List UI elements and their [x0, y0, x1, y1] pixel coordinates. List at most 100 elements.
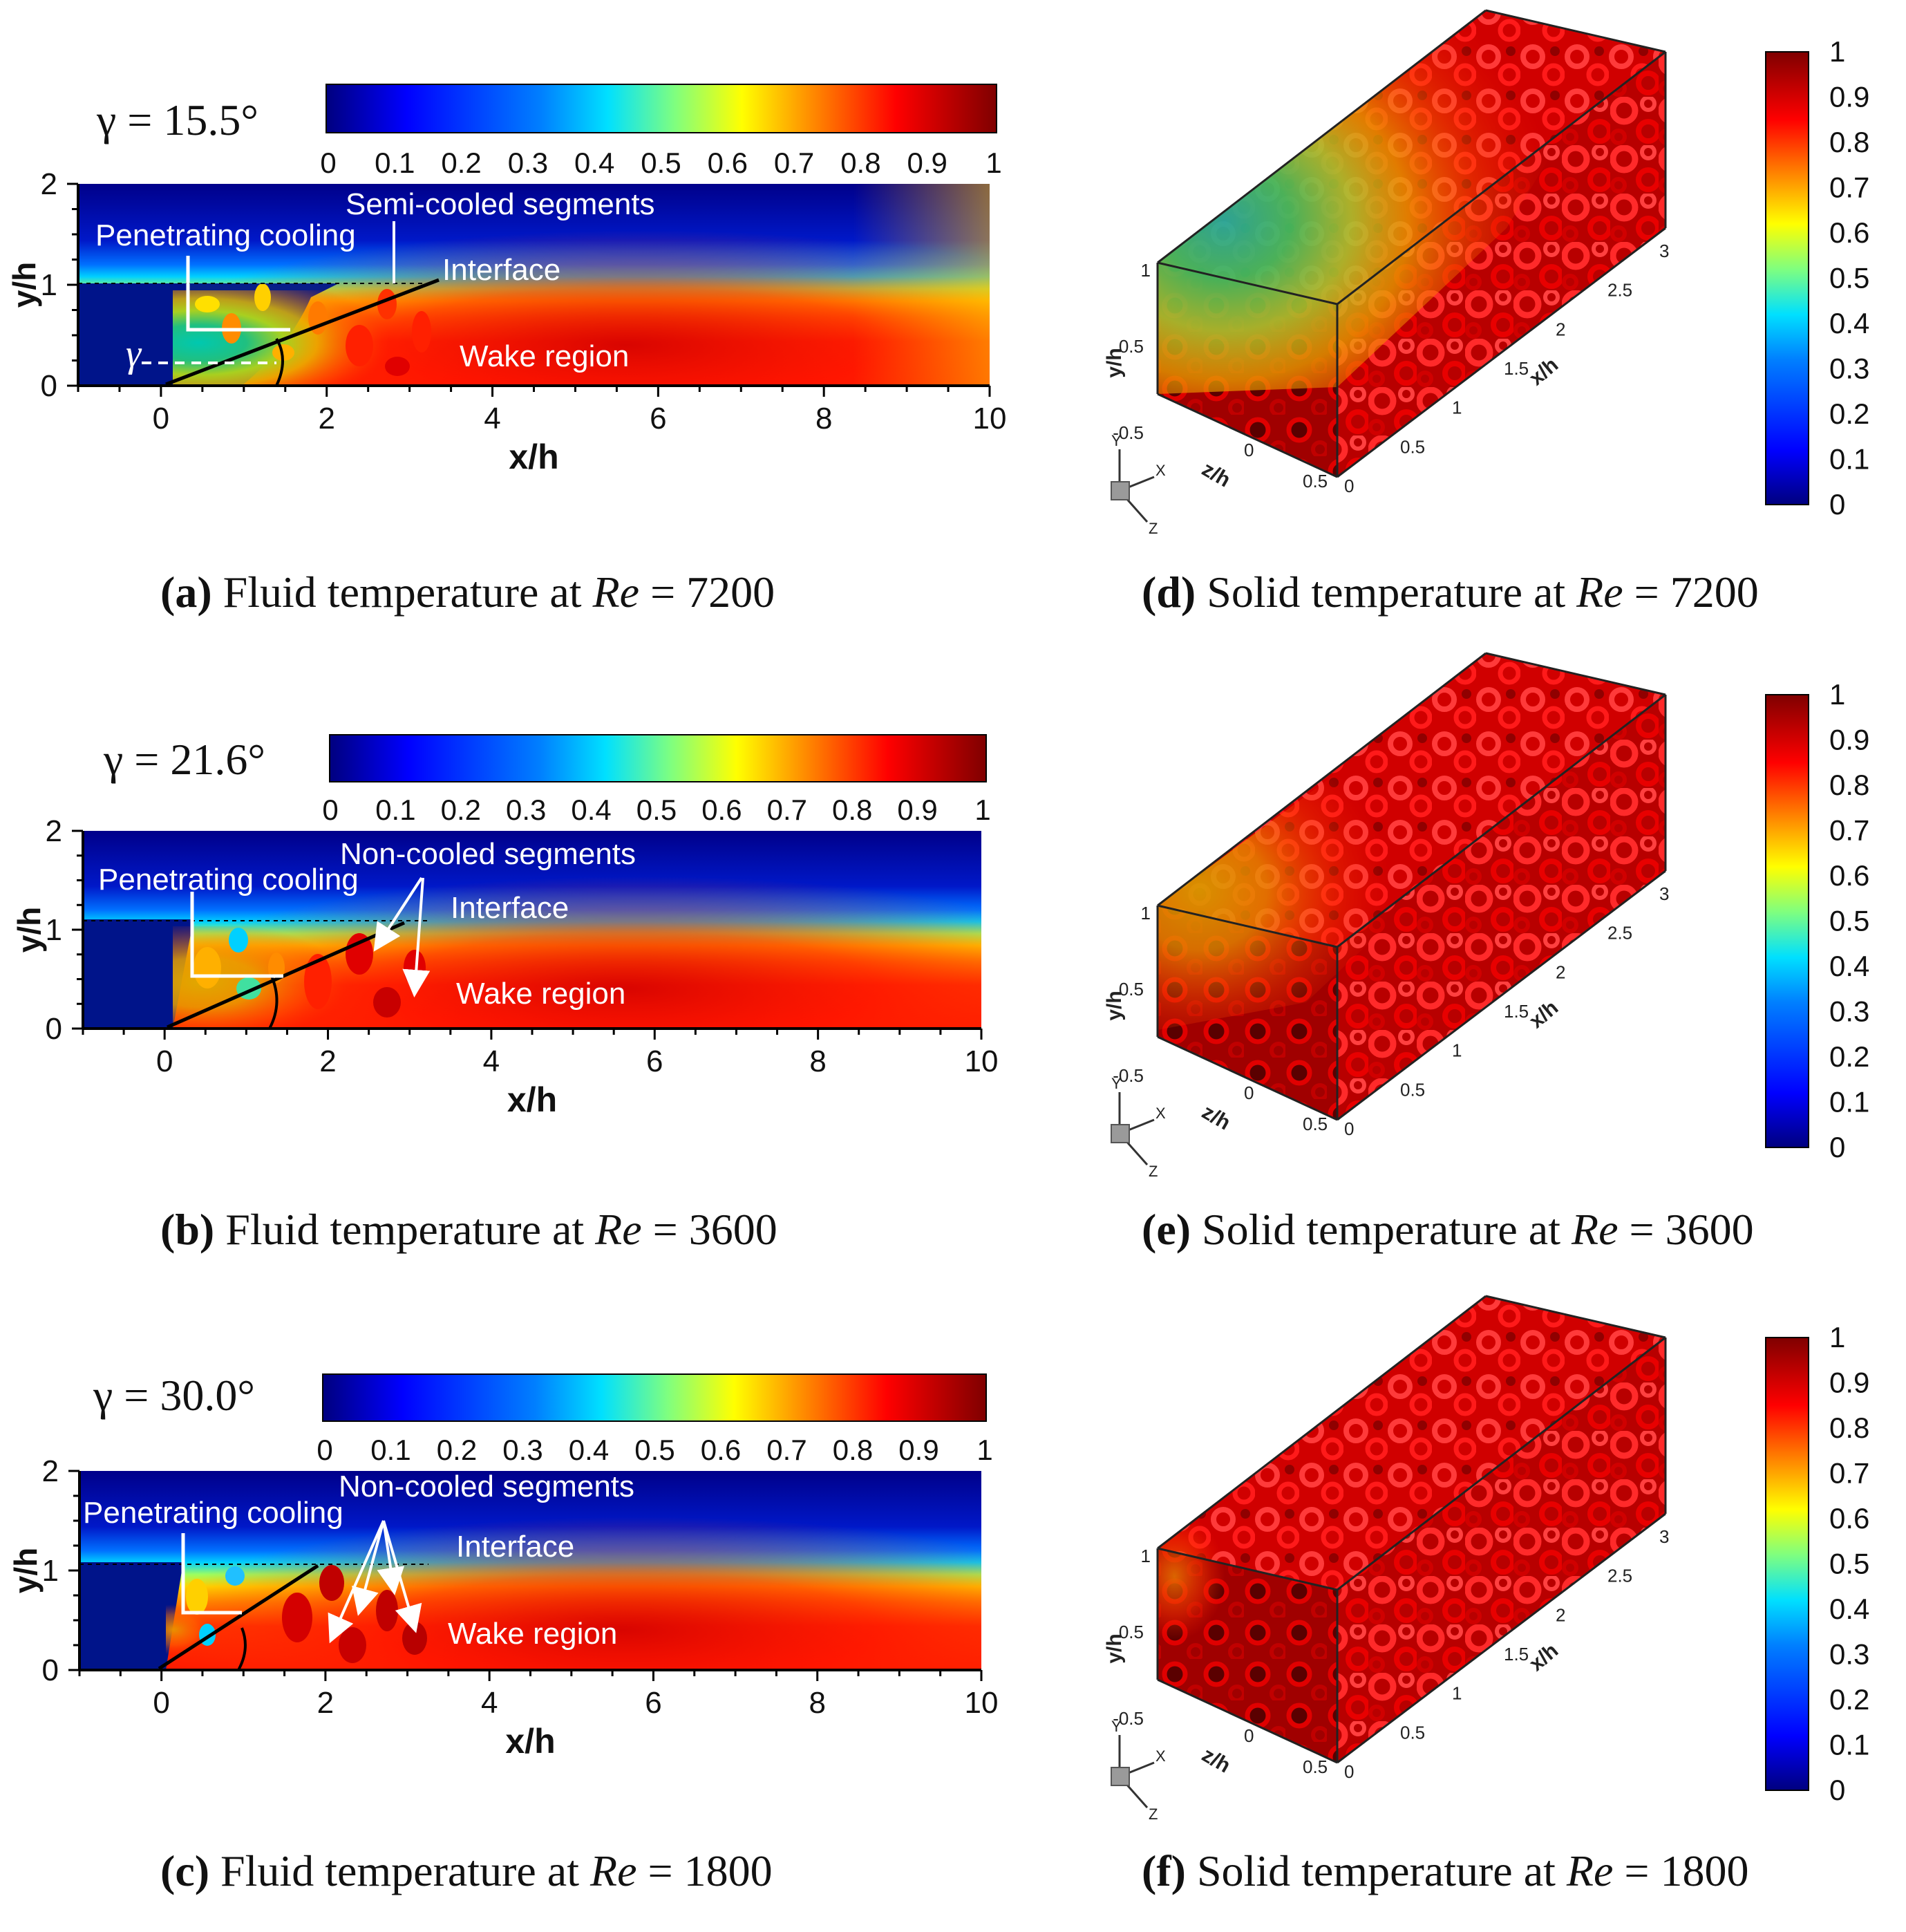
- fluid-plot-b: γ = 21.6° 0 0.1 0.2 0.3 0.4 0.5 0.6 0.7 0.8 0.9 1: [11, 734, 998, 1119]
- colorbar-tick-label: 0.2: [441, 794, 481, 826]
- panel-b: γ = 21.6° 0 0.1 0.2 0.3 0.4 0.5 0.6 0.7 0.8 0.9 1: [0, 643, 1037, 1286]
- x-tick-label: 8: [815, 402, 832, 435]
- colorbar-tick-label: 0.9: [1829, 724, 1869, 756]
- colorbar-tick-label: 0.3: [502, 1434, 542, 1466]
- triad-label: X: [1155, 1105, 1166, 1122]
- x-axis-label: x/h: [507, 1080, 557, 1119]
- colorbar-tick-label: 0.4: [1829, 307, 1869, 339]
- y-tick-label: 2: [41, 167, 57, 201]
- colorbar-tick-label: 0.7: [774, 147, 814, 179]
- penetrating-bracket: [181, 1533, 242, 1615]
- colorbar-tick-label: 0: [1829, 488, 1845, 520]
- x-tick-label: 2: [1556, 962, 1565, 982]
- fluid-axes: 0 2 4 6 8 10 0 1 2 x/h y/h: [6, 167, 1006, 476]
- triad-cube-icon: [1111, 481, 1130, 500]
- coolant-blobs: [194, 928, 426, 1017]
- box-edge: [1157, 904, 1338, 948]
- x-tick-label: 0.5: [1400, 436, 1425, 457]
- annotation-penetrating: Penetrating cooling: [95, 218, 356, 252]
- fluid-plot-c: γ = 30.0° 0 0.1 0.2 0.3 0.4 0.5 0.6 0.7 0.8 0.9 1: [8, 1371, 998, 1761]
- x-tick-label: 2: [1556, 319, 1565, 339]
- colorbar-tick-label: 0.1: [1829, 1086, 1869, 1118]
- triad-label: Z: [1149, 1806, 1158, 1823]
- solid-plot-e: 0 0.1 0.2 0.3 0.4 0.5 0.6 0.7 0.8 0.9 1 1 0.5 -0.5 y/h…: [1103, 652, 1869, 1180]
- annotation-wake: Wake region: [456, 977, 625, 1011]
- caption-e: (e) Solid temperature at Re = 3600: [1142, 1205, 1754, 1254]
- x-tick-label: 6: [646, 1044, 663, 1078]
- penetrating-bracket: [186, 256, 290, 332]
- coolant-blobs: [195, 283, 431, 376]
- colorbar-tick-label: 0.3: [1829, 1638, 1869, 1671]
- colorbar-tick-label: 0.8: [1829, 769, 1869, 801]
- y-tick-label: 1: [41, 268, 57, 302]
- colorbar-tick-label: 0.8: [1829, 126, 1869, 158]
- solid-plot-f: 0 0.1 0.2 0.3 0.4 0.5 0.6 0.7 0.8 0.9 1 1 0.5 -0.5 y/h…: [1103, 1295, 1869, 1823]
- y-axis-label: y/h: [8, 1548, 44, 1593]
- interface-line: [158, 1564, 319, 1671]
- interface-line: [165, 278, 440, 386]
- box-edge: [1485, 9, 1666, 53]
- x-tick-label: 3: [1659, 883, 1669, 904]
- gamma-symbol: γ: [126, 332, 142, 375]
- x-tick-label: 4: [484, 402, 500, 435]
- y-tick-label: -0.5: [1113, 1065, 1144, 1086]
- colorbar-tick-label: 0.5: [1829, 262, 1869, 294]
- colorbar-tick-label: 0: [1829, 1774, 1845, 1806]
- penetrating-bracket: [190, 892, 283, 978]
- x-tick-label: 1: [1452, 1040, 1462, 1061]
- y-axis-label: y/h: [1103, 991, 1126, 1020]
- gamma-label: γ = 15.5°: [96, 95, 258, 144]
- colorbar-tick-label: 0.7: [1829, 814, 1869, 847]
- x-tick-label: 2: [1556, 1604, 1565, 1625]
- box-edge: [1337, 50, 1666, 306]
- fluid-plot-a: γ = 15.5° 0 0.1 0.2 0.3 0.4 0.5 0.6 0.7 0.8 0.9 1: [6, 84, 1006, 476]
- box-edge: [1157, 9, 1487, 264]
- box-edge: [1485, 1295, 1666, 1339]
- foam-side-face: [1337, 52, 1666, 477]
- z-tick-label: 0: [1244, 1082, 1254, 1103]
- colorbar-tick-label: 0.4: [574, 147, 614, 179]
- triad-cube-icon: [1111, 1124, 1130, 1143]
- colorbar-tick-label: 0.8: [840, 147, 880, 179]
- triad-label: X: [1155, 1747, 1166, 1765]
- cooled-region: [1158, 719, 1507, 1030]
- annotation-interface: Interface: [442, 253, 560, 287]
- colorbar-tick-label: 1: [976, 1434, 992, 1466]
- x-tick-label: 3: [1659, 1526, 1669, 1547]
- axis-triad: Y X Z: [1111, 1075, 1166, 1180]
- colorbar-tick-label: 0.7: [766, 1434, 806, 1466]
- cooled-region: [1158, 10, 1603, 394]
- y-tick-label: 2: [46, 814, 62, 848]
- colorbar-tick-label: 0.2: [1829, 397, 1869, 430]
- colorbar-tick-label: 0.6: [708, 147, 748, 179]
- y-tick-label: 0.5: [1119, 336, 1144, 357]
- plot-area: Semi-cooled segments Penetrating cooling…: [78, 184, 990, 386]
- colorbar-tick-label: 0.3: [506, 794, 546, 826]
- z-tick-label: 0.5: [1303, 1756, 1328, 1777]
- x-tick-label: 0: [1344, 1118, 1354, 1139]
- box-edge: [1337, 1336, 1666, 1591]
- interface-line: [166, 921, 406, 1029]
- colorbar: [1765, 1337, 1809, 1791]
- axis-triad: Y X Z: [1111, 432, 1166, 537]
- fluid-axes: 0 2 4 6 8 10 0 1 2 x/h y/h: [8, 1454, 998, 1761]
- x-tick-label: 2: [317, 1686, 334, 1720]
- colorbar-tick-label: 0.9: [898, 1434, 938, 1466]
- z-axis-label: z/h: [1198, 458, 1234, 491]
- y-tick-label: 1: [1141, 260, 1151, 281]
- x-tick-label: 0: [153, 402, 169, 435]
- colorbar-tick-label: 0.8: [832, 794, 872, 826]
- colorbar-tick-label: 0.1: [375, 147, 415, 179]
- x-tick-label: 4: [481, 1686, 498, 1720]
- colorbar-tick-label: 0.3: [1829, 995, 1869, 1028]
- colorbar-tick-label: 0.8: [1829, 1412, 1869, 1444]
- y-tick-label: 1: [1141, 903, 1151, 923]
- colorbar-ticks: 0 0.1 0.2 0.3 0.4 0.5 0.6 0.7 0.8 0.9 1: [322, 794, 990, 826]
- colorbar-tick-label: 0.4: [1829, 950, 1869, 982]
- x-tick-label: 1.5: [1504, 358, 1529, 379]
- x-axis-label: x/h: [509, 438, 558, 476]
- colorbar-tick-label: 0.5: [641, 147, 681, 179]
- x-tick-label: 6: [645, 1686, 661, 1720]
- x-tick-label: 2: [318, 402, 334, 435]
- triad-cube-icon: [1111, 1767, 1130, 1786]
